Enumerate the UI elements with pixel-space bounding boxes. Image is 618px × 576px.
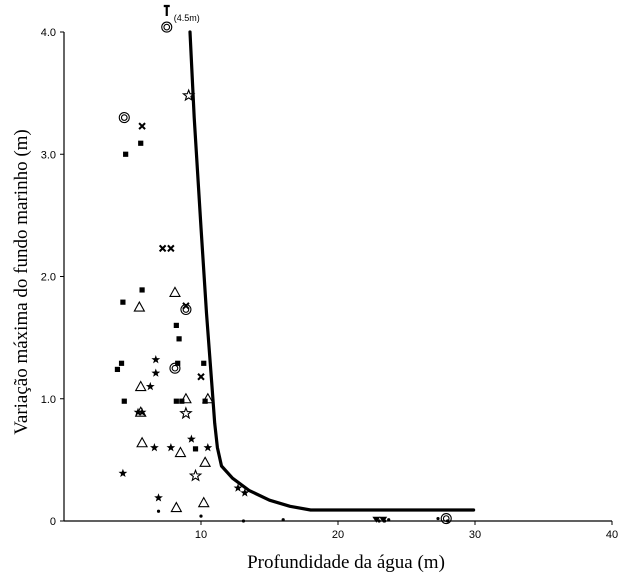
point-small-dot [156,509,161,513]
y-tick-label: 4.0 [41,27,56,39]
point-open-triangle [169,286,181,297]
point-double-circle [161,21,173,33]
point-x [138,122,146,130]
x-tick-label: 10 [195,529,207,541]
point-open-triangle [201,392,214,404]
point-small-dot [436,516,440,521]
axes [63,32,612,522]
point-small-dot [281,518,285,522]
point-open-star [188,468,203,482]
point-open-triangle [134,380,147,392]
point-open-triangle [136,436,149,448]
point-small-dot [446,519,450,523]
point-filled-square [138,140,144,146]
point-small-dot [199,514,203,518]
point-filled-square [175,360,181,366]
annotation-label: (4.5m) [174,13,200,23]
x-tick-label: 40 [606,529,618,541]
point-open-triangle [199,456,212,467]
y-tick-label: 3.0 [41,149,56,161]
point-small-dot [387,518,391,522]
point-filled-star [166,443,176,452]
point-double-circle [440,513,452,525]
point-open-triangle [170,501,183,513]
point-double-circle [180,303,192,316]
data-points [114,21,452,525]
point-double-circle [169,362,181,374]
point-open-triangle [197,496,210,508]
point-filled-star [154,493,163,502]
annotations: (4.5m) [163,4,200,23]
point-small-dot [241,519,246,523]
point-filled-square [139,287,145,293]
point-open-triangle [134,406,147,417]
point-filled-square [176,336,182,342]
y-tick-label: 0 [50,516,56,528]
point-open-star [181,88,196,102]
point-filled-square [201,360,207,366]
point-filled-star [233,483,243,492]
point-filled-square [173,322,179,328]
point-open-triangle [133,300,146,312]
point-open-star [179,406,193,420]
x-axis-title: Profundidade da água (m) [247,552,445,573]
point-filled-square [202,398,208,404]
envelope-line [188,30,476,512]
point-filled-square [120,299,126,305]
y-axis-title: Variação máxima do fundo marinho (m) [11,129,32,434]
point-filled-star [203,443,213,452]
point-filled-star [187,434,196,443]
point-filled-square [192,446,199,452]
point-x [167,244,175,253]
point-filled-triangle-down [379,516,388,523]
point-filled-star [145,381,155,391]
x-tick-label: 20 [332,529,344,541]
point-open-triangle [174,446,187,458]
point-filled-triangle-down [372,516,381,523]
point-filled-square [118,360,125,366]
point-filled-square [173,398,179,404]
point-filled-star [137,407,147,416]
point-x [197,373,205,381]
point-filled-star [118,468,128,477]
y-tick-label: 2.0 [41,272,56,284]
point-open-triangle [179,392,192,404]
x-tick-label: 30 [469,529,481,541]
y-tick-label: 1.0 [41,394,56,406]
point-double-circle [118,112,130,124]
point-filled-star [151,368,161,377]
point-filled-star [151,355,161,364]
point-filled-square [121,398,127,404]
ticks: 10 20 30 40 0 1.0 2.0 3.0 4.0 [41,27,618,541]
point-filled-square [114,366,121,373]
point-small-dot [377,519,381,523]
point-x [158,244,167,253]
arrow-up-icon [163,4,170,16]
point-filled-star [240,488,250,497]
point-filled-star [150,443,159,452]
point-filled-square [123,151,129,157]
